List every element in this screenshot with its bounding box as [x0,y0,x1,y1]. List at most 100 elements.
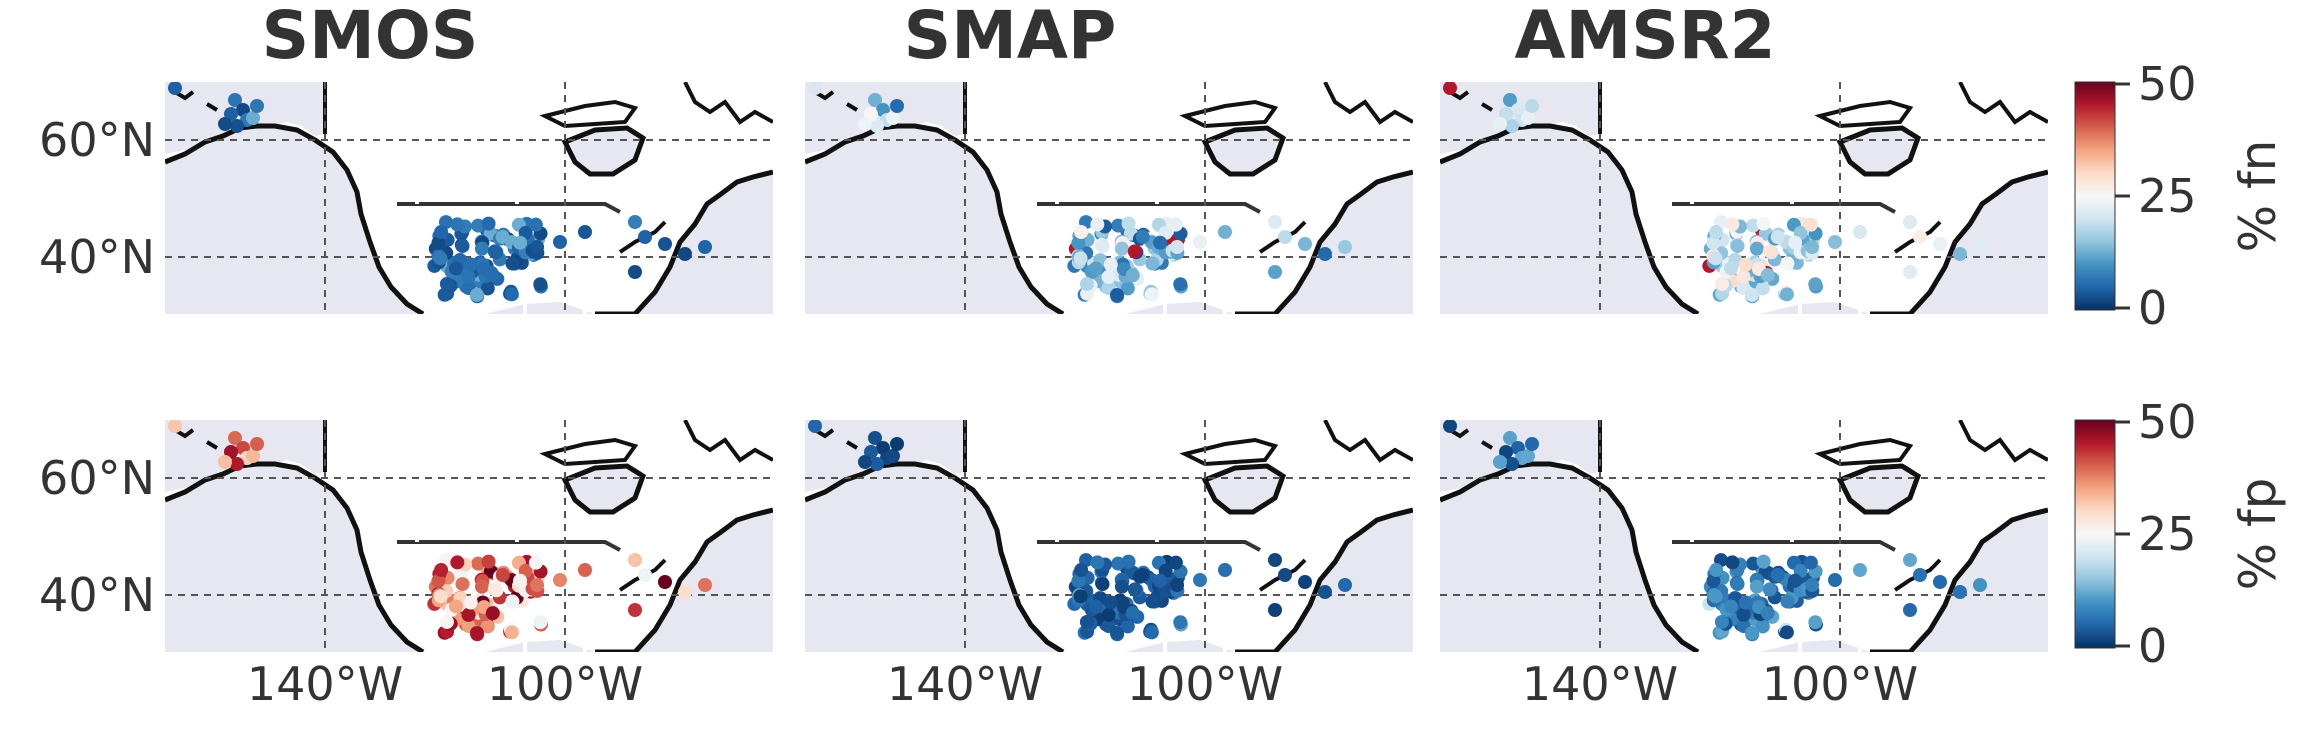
station-dot [1505,457,1519,471]
station-dot [1071,573,1086,588]
station-dot [1125,268,1140,283]
station-dot [1318,247,1332,261]
station-dot [455,239,470,254]
station-dot [431,235,446,250]
station-dot [1973,240,1987,254]
station-dot [480,281,495,296]
station-dot [1145,256,1160,271]
station-dot [1708,589,1723,604]
station-dot [1170,240,1185,255]
station-dot [471,218,486,233]
station-dot [1127,582,1142,597]
station-dot [218,455,232,469]
station-dot [504,287,519,302]
station-dot [1145,594,1160,609]
colorbar-fp-tick-50: 50 [2138,395,2197,449]
station-dot [1088,599,1103,614]
lon-label-140w-col1: 140°W [247,657,403,711]
station-dot [1805,578,1820,593]
colorbar-fp-tick-25: 25 [2138,507,2197,561]
station-dot [1708,251,1723,266]
station-dot [469,625,484,640]
station-dot [1709,225,1724,240]
station-dot [1074,225,1089,240]
station-dot [678,585,692,599]
station-dot [870,119,884,133]
station-dot [1780,256,1795,271]
station-dot [1853,563,1867,577]
station-dot [1788,235,1803,250]
station-dot [471,556,486,571]
station-dot [1298,237,1312,251]
colorbar-fp: 50 25 0 % fp [2074,395,2287,673]
colorbar-fn: 50 25 0 % fn [2074,57,2287,335]
station-dot [1090,555,1105,570]
map-panel-fn-amsr2 [1440,82,2048,314]
station-dot [1805,240,1820,255]
station-dot [1749,579,1764,594]
station-dot [658,237,672,251]
station-dot [1318,585,1332,599]
station-dot [1736,607,1751,622]
station-dot [431,573,446,588]
station-dot [1109,287,1124,302]
station-dot [1780,594,1795,609]
station-dot [485,606,500,621]
station-dot [1725,217,1740,232]
station-dot [246,111,260,125]
station-dot [1168,217,1183,232]
station-dot [1714,276,1729,291]
colorbar-fn-tick-25: 25 [2138,169,2197,223]
station-dot [808,420,822,433]
station-dot [1338,578,1352,592]
column-title-smap: SMAP [904,0,1117,74]
station-dot [530,240,545,255]
station-dot [1114,579,1129,594]
station-dot [505,256,520,271]
column-title-smos: SMOS [262,0,479,74]
station-dot [1714,614,1729,629]
station-dot [698,578,712,592]
station-dot [463,257,478,272]
station-dot [1493,455,1507,469]
station-dot [1762,244,1777,259]
station-dot [858,117,872,131]
station-dot [1525,99,1539,113]
station-dot [1493,117,1507,131]
station-dot [495,568,510,583]
station-dot [1723,261,1738,276]
station-dot [808,82,822,95]
station-dot [1913,230,1927,244]
station-dot [1268,603,1282,617]
station-dot [1170,578,1185,593]
station-dot [1738,257,1753,272]
station-dot [463,595,478,610]
station-dot [461,269,476,284]
station-dot [1135,230,1150,245]
station-dot [1725,555,1740,570]
station-dot [1120,281,1135,296]
station-dot [1755,619,1770,634]
station-dot [250,437,264,451]
colorbar-fp-label: % fp [2229,478,2287,591]
station-dot [487,244,502,259]
station-dot [1074,563,1089,578]
station-dot [1744,287,1759,302]
station-dot [1730,577,1745,592]
station-dot [485,268,500,283]
station-dot [1803,217,1818,232]
station-dot [1853,225,1867,239]
lat-label-60n-row1: 60°N [39,113,155,167]
map-panel-fp-smap [805,420,1413,652]
station-dot [1808,277,1823,292]
station-dot [450,555,465,570]
station-dot [439,614,454,629]
station-dot [1095,577,1110,592]
column-title-amsr2: AMSR2 [1514,0,1775,74]
station-dot [1770,230,1785,245]
station-dot [1756,216,1771,231]
station-dot [1298,575,1312,589]
station-dot [1153,573,1168,588]
station-dot [658,575,672,589]
